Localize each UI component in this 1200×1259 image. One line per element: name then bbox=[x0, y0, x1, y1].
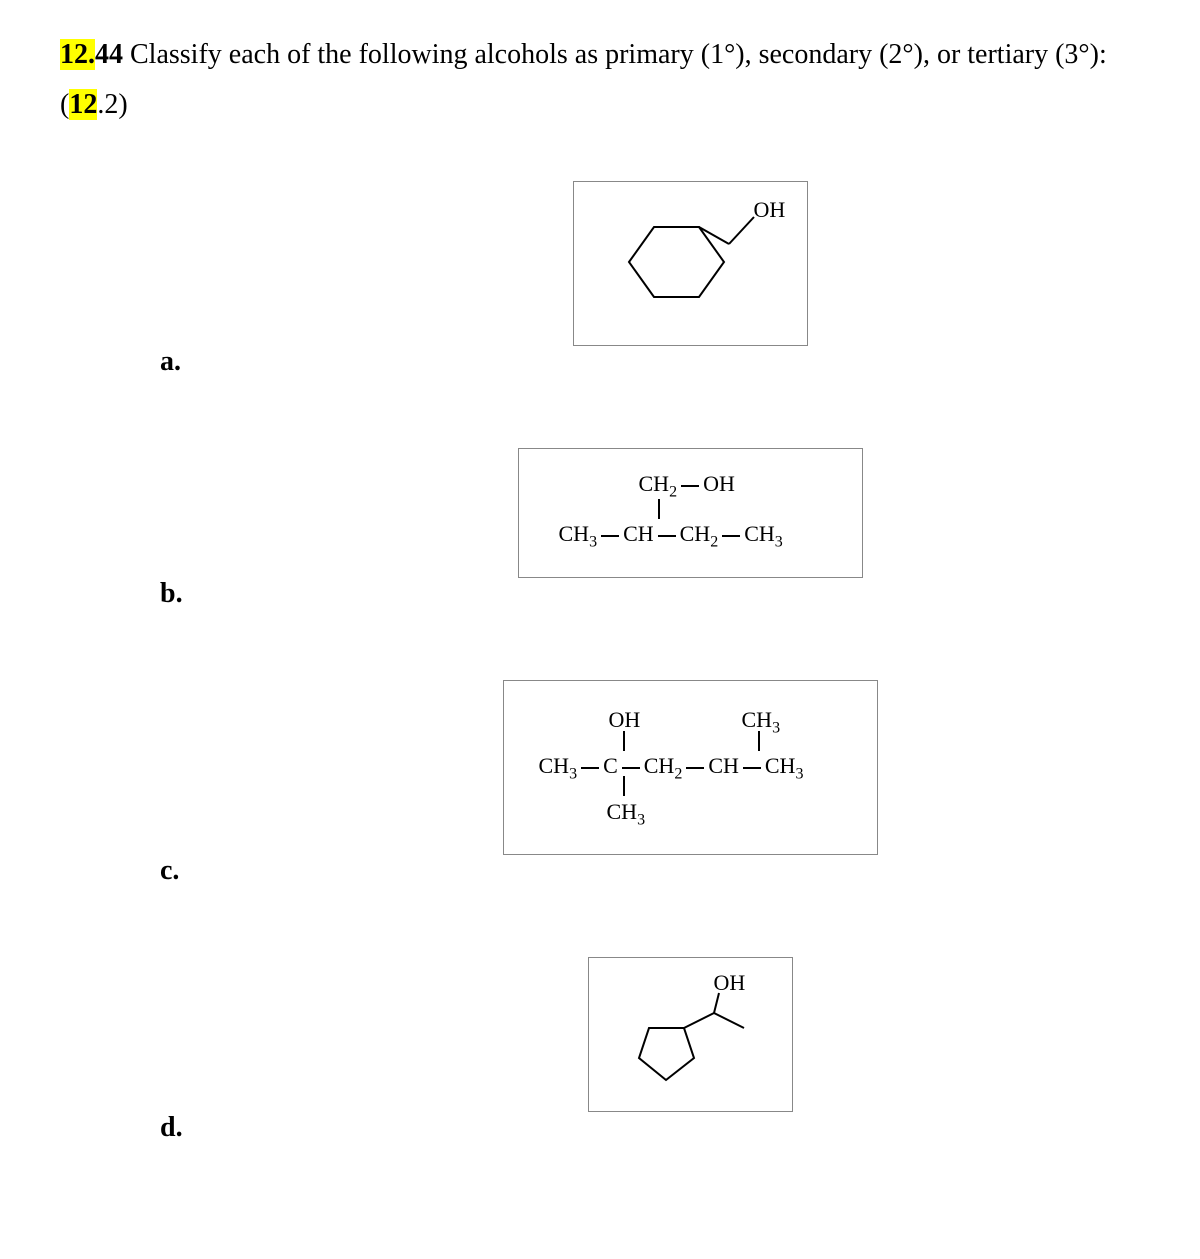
b-top-group: CH2OH bbox=[639, 471, 735, 501]
item-c-row: OH CH3 CH3CCH2CHCH3 CH3 bbox=[60, 680, 1140, 855]
c-oh: OH bbox=[609, 707, 641, 733]
structure-d: OH bbox=[588, 957, 793, 1112]
c-main-chain: CH3CCH2CHCH3 bbox=[539, 753, 804, 783]
item-d-label: d. bbox=[60, 1112, 240, 1154]
question-number-highlight: 12. bbox=[60, 39, 95, 70]
question-prompt: 12.44 Classify each of the following alc… bbox=[60, 30, 1140, 131]
item-a-label: a. bbox=[60, 346, 240, 388]
item-b-row: CH2OH CH3CHCH2CH3 bbox=[60, 448, 1140, 578]
structure-b-bonds bbox=[519, 449, 864, 579]
oh-label-a: OH bbox=[754, 197, 786, 223]
cyclopentane-svg bbox=[589, 958, 794, 1113]
oh-label-d: OH bbox=[714, 970, 746, 996]
question-text-1: Classify each of the following alcohols … bbox=[60, 39, 1107, 120]
item-c-label: c. bbox=[60, 855, 240, 897]
item-b-label: b. bbox=[60, 578, 240, 620]
b-bottom-chain: CH3CHCH2CH3 bbox=[559, 521, 783, 551]
question-ref-highlight: 12 bbox=[69, 89, 97, 120]
item-d-row: OH bbox=[60, 957, 1140, 1112]
c-ch3-bottom: CH3 bbox=[607, 799, 646, 829]
structure-c: OH CH3 CH3CCH2CHCH3 CH3 bbox=[503, 680, 878, 855]
item-a-row: OH bbox=[60, 181, 1140, 346]
structure-a: OH bbox=[573, 181, 808, 346]
c-ch3-top: CH3 bbox=[742, 707, 781, 737]
question-text-2: .2) bbox=[97, 89, 127, 120]
question-number-bold: 44 bbox=[95, 39, 123, 70]
structure-b: CH2OH CH3CHCH2CH3 bbox=[518, 448, 863, 578]
